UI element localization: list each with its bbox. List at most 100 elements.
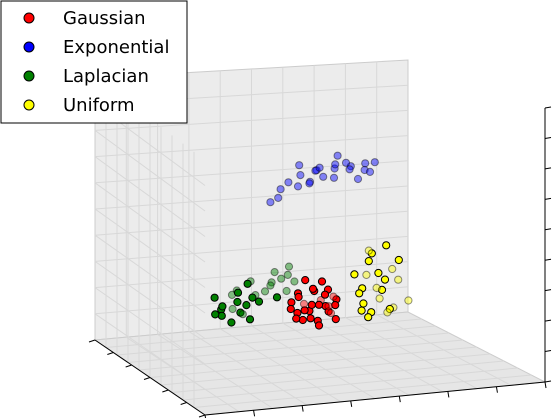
uniform-point [357,306,366,315]
gaussian-point [301,276,310,285]
uniform-point [359,299,368,308]
y-tick [398,396,401,403]
x-tick [198,414,206,418]
exponential-point [315,163,324,172]
x-tick [125,364,132,368]
y-axis-line [204,381,546,416]
exponential-point [353,174,363,184]
laplacian-point [243,279,252,288]
laplacian-point [270,268,279,277]
grid-line [282,322,410,396]
exponential-point [370,158,379,167]
gaussian-point [300,306,309,315]
y-tick [301,405,304,412]
exponential-point [319,172,328,181]
legend-marker-exponential [23,41,35,53]
gaussian-point [326,309,336,318]
exponential-point [293,182,303,191]
uniform-point [382,241,391,250]
z-tick [544,350,552,353]
data-points [210,151,413,330]
axis-ticks [88,106,552,418]
uniform-point [394,275,403,284]
laplacian-point [242,301,251,310]
laplacian-point [233,288,243,297]
laplacian-point [245,315,255,324]
exponential-point [333,151,342,160]
y-tick [544,381,547,389]
y-tick [447,391,450,398]
uniform-point [364,313,373,322]
gaussian-point [331,315,340,324]
laplacian-point [238,310,247,319]
gaussian-point [306,314,315,323]
uniform-point [388,264,397,274]
uniform-point [374,268,383,278]
gaussian-point [294,292,303,302]
grid-line [94,135,409,158]
exponential-point [296,171,305,180]
z-tick [544,167,552,170]
y-tick [204,414,207,418]
gaussian-point [307,300,316,309]
x-tick [107,352,114,355]
exponential-point [346,162,355,171]
grid-lines [94,61,532,413]
legend-marker-laplacian [23,70,35,82]
uniform-point [385,304,394,314]
uniform-point [355,289,364,298]
legend-label-uniform: Uniform [63,95,135,116]
gaussian-point [329,292,338,301]
exponential-point [305,177,315,186]
laplacian-point [283,270,292,279]
uniform-point [380,275,390,284]
gaussian-point [308,284,318,293]
exponential-point [311,166,320,175]
laplacian-point [233,297,242,307]
uniform-point [367,249,376,258]
z-tick [544,106,552,109]
uniform-point [364,246,373,255]
x-tick [143,377,151,380]
exponential-point [360,165,369,175]
exponential-point [266,198,275,207]
laplacian-point [248,293,257,302]
exponential-point [365,167,375,176]
gaussian-point [292,314,301,323]
laplacian-point [260,287,270,296]
laplacian-point [210,293,219,302]
gaussian-point [287,298,296,307]
uniform-point [394,255,403,265]
exponential-point [276,185,285,194]
y-tick [350,400,353,407]
gaussian-point [324,307,333,316]
laplacian-point [254,297,264,306]
uniform-point [404,296,413,305]
laplacian-point [217,311,226,320]
grid-line [149,346,477,378]
legend-label-gaussian: Gaussian [63,8,146,29]
grid-line [171,360,504,393]
grid-line [94,160,409,184]
exponential-point [274,193,283,202]
x-tick [180,402,187,405]
grid-line [94,109,409,131]
exponential-point [295,161,304,170]
gaussian-point [299,299,309,308]
grid-line [94,185,409,210]
z-tick [544,228,552,231]
laplacian-point [236,308,245,317]
gaussian-point [320,290,330,299]
uniform-point [375,294,384,303]
laplacian-point [266,281,275,290]
gaussian-point [298,315,307,325]
exponential-point [341,158,351,167]
z-tick [544,136,552,139]
exponential-point [305,179,314,188]
uniform-point [372,283,381,292]
laplacian-point [284,262,294,271]
z-tick [544,289,552,292]
exponential-point [329,173,339,182]
legend-marker-gaussian [23,12,35,24]
exponential-point [330,164,339,173]
